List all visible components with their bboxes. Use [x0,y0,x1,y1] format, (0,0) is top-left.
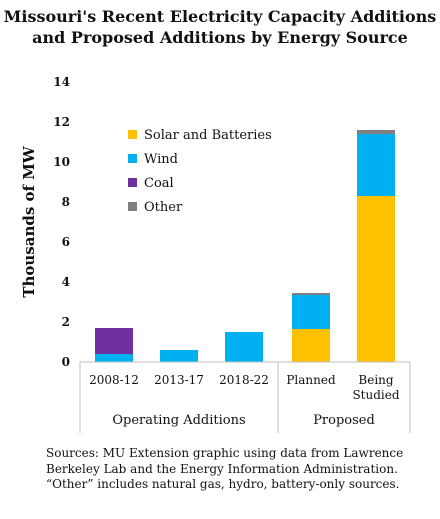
legend-swatch-other [128,202,137,211]
y-tick-label: 2 [62,315,70,329]
y-tick-label: 6 [62,235,70,249]
bar-wind [160,350,198,362]
group-label: Operating Additions [112,413,245,428]
bar-other [357,130,395,134]
group-label: Proposed [313,413,375,428]
legend-label: Solar and Batteries [144,128,272,143]
legend-swatch-coal [128,178,137,187]
x-tick-label: 2018-22 [219,373,269,387]
bar-wind [357,134,395,196]
legend-label: Other [144,200,183,215]
bar-coal [95,328,133,354]
bar-solar-and-batteries [357,196,395,362]
stacked-bar-chart: 0 2 4 6 8 10 12 14 Thousands of MW 2008-12 2013-17… [20,75,411,433]
bar-other [292,293,330,295]
y-tick-label: 14 [53,75,70,89]
y-tick-label: 12 [53,115,70,129]
x-tick-label: Being [358,373,393,387]
legend-label: Coal [144,176,174,191]
source-note: Sources: MU Extension graphic using data… [46,446,404,491]
chart-title-line-1: Missouri's Recent Electricity Capacity A… [3,7,437,26]
x-tick-label: 2008-12 [89,373,139,387]
chart-title: Missouri's Recent Electricity Capacity A… [0,6,440,48]
bar-wind [225,332,263,362]
y-tick-label: 0 [62,355,70,369]
chart-title-line-2: and Proposed Additions by Energy Source [32,28,408,47]
bar-wind [292,295,330,329]
x-tick-label: Studied [352,388,399,402]
bar-wind [95,354,133,362]
y-tick-label: 4 [62,275,70,289]
y-axis-label: Thousands of MW [20,145,38,297]
legend-swatch-solar-and-batteries [128,130,137,139]
legend-swatch-wind [128,154,137,163]
legend-label: Wind [144,152,178,167]
x-tick-label: Planned [286,373,336,387]
y-tick-label: 10 [53,155,70,169]
x-tick-label: 2013-17 [154,373,204,387]
bar-solar-and-batteries [292,329,330,362]
y-tick-label: 8 [62,195,70,209]
